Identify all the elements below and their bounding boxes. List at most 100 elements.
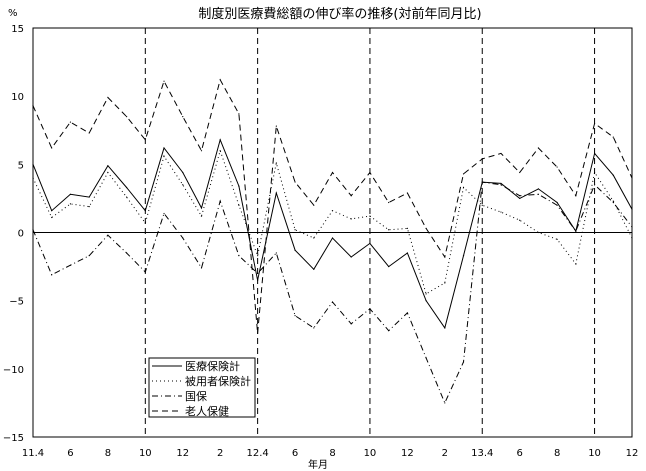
- legend-label-1: 被用者保険計: [185, 374, 251, 388]
- x-tick-label: 10: [139, 448, 152, 459]
- data-point-1: [69, 203, 72, 205]
- x-tick-label: 6: [517, 448, 523, 459]
- data-point-1: [163, 155, 165, 157]
- data-point-0: [294, 249, 296, 251]
- data-point-2: [51, 274, 53, 276]
- data-point-3: [444, 256, 446, 258]
- data-point-3: [462, 173, 465, 175]
- data-point-2: [182, 237, 184, 239]
- x-tick-label: 11.4: [22, 448, 44, 459]
- data-point-0: [350, 256, 352, 258]
- data-point-2: [313, 327, 315, 329]
- x-tick-label: 6: [292, 448, 298, 459]
- legend-label-2: 国保: [185, 389, 207, 403]
- data-point-3: [575, 195, 577, 197]
- data-point-0: [519, 197, 521, 200]
- data-point-3: [537, 147, 540, 149]
- x-tick-label: 8: [105, 448, 111, 459]
- data-point-2: [593, 184, 596, 186]
- data-point-1: [481, 204, 483, 206]
- y-tick-label: 10: [11, 92, 24, 103]
- legend: 医療保険計 被用者保険計 国保 老人保健: [148, 357, 256, 418]
- x-tick-label: 2: [442, 448, 448, 459]
- data-point-1: [575, 263, 577, 265]
- data-point-1: [88, 205, 90, 208]
- data-point-2: [388, 330, 390, 332]
- data-point-3: [88, 132, 90, 134]
- data-point-2: [69, 264, 72, 266]
- data-point-3: [388, 201, 390, 204]
- legend-label-3: 老人保健: [185, 404, 229, 418]
- data-point-0: [631, 208, 633, 210]
- x-tick-label: 13.4: [471, 448, 493, 459]
- data-point-2: [294, 315, 296, 317]
- data-point-1: [369, 215, 371, 217]
- y-axis-unit: %: [8, 8, 18, 19]
- data-point-1: [182, 184, 184, 186]
- data-point-0: [257, 279, 259, 281]
- data-point-3: [69, 121, 72, 123]
- data-point-0: [331, 237, 334, 239]
- data-point-0: [444, 327, 446, 329]
- data-point-2: [406, 312, 408, 314]
- data-point-2: [500, 184, 502, 186]
- data-point-1: [519, 219, 521, 221]
- data-point-2: [163, 212, 165, 215]
- data-point-3: [593, 122, 596, 125]
- data-point-1: [500, 211, 502, 213]
- data-point-3: [313, 204, 315, 206]
- data-point-3: [519, 171, 521, 174]
- data-point-2: [537, 193, 540, 195]
- data-point-1: [406, 227, 408, 230]
- data-point-3: [481, 158, 483, 160]
- y-tick-label: −10: [3, 365, 24, 376]
- data-point-2: [556, 204, 558, 206]
- data-point-2: [575, 230, 577, 232]
- y-tick-label: 15: [11, 24, 24, 35]
- data-point-3: [32, 105, 34, 107]
- data-point-2: [125, 252, 128, 254]
- data-point-3: [612, 136, 614, 138]
- legend-box: [148, 357, 256, 418]
- data-point-3: [238, 113, 240, 115]
- data-point-0: [32, 163, 34, 165]
- data-point-0: [369, 242, 371, 245]
- x-tick-label: 12.4: [246, 448, 268, 459]
- data-point-1: [107, 171, 109, 174]
- data-point-0: [556, 201, 558, 204]
- x-tick-label: 2: [217, 448, 223, 459]
- data-point-0: [88, 196, 90, 198]
- data-point-2: [88, 255, 90, 257]
- data-point-3: [631, 177, 633, 179]
- data-point-1: [219, 150, 221, 152]
- data-point-0: [51, 210, 53, 212]
- data-point-3: [331, 171, 334, 174]
- data-point-3: [107, 96, 109, 99]
- data-point-1: [556, 238, 558, 240]
- x-tick-label: 10: [364, 448, 377, 459]
- data-point-1: [631, 237, 633, 239]
- data-point-3: [556, 166, 558, 168]
- data-point-2: [519, 195, 521, 197]
- data-point-3: [163, 80, 165, 82]
- x-tick-label: 12: [176, 448, 189, 459]
- data-point-2: [444, 402, 446, 404]
- data-point-2: [107, 234, 109, 236]
- data-point-1: [593, 171, 596, 174]
- series-line-2: [32, 181, 633, 405]
- data-point-0: [238, 185, 240, 187]
- data-point-2: [481, 181, 483, 183]
- data-point-1: [462, 186, 465, 189]
- data-point-1: [125, 196, 128, 198]
- data-point-0: [462, 255, 465, 257]
- data-point-2: [257, 272, 259, 274]
- data-point-2: [369, 308, 371, 310]
- data-point-0: [537, 188, 540, 190]
- series-line-3: [32, 78, 633, 334]
- data-point-0: [313, 268, 315, 270]
- x-tick-label: 10: [588, 448, 601, 459]
- data-point-2: [462, 361, 465, 363]
- chart-title: 制度別医療費総額の伸び率の推移(対前年同月比): [198, 6, 481, 22]
- data-point-3: [350, 195, 352, 197]
- data-point-3: [425, 227, 427, 230]
